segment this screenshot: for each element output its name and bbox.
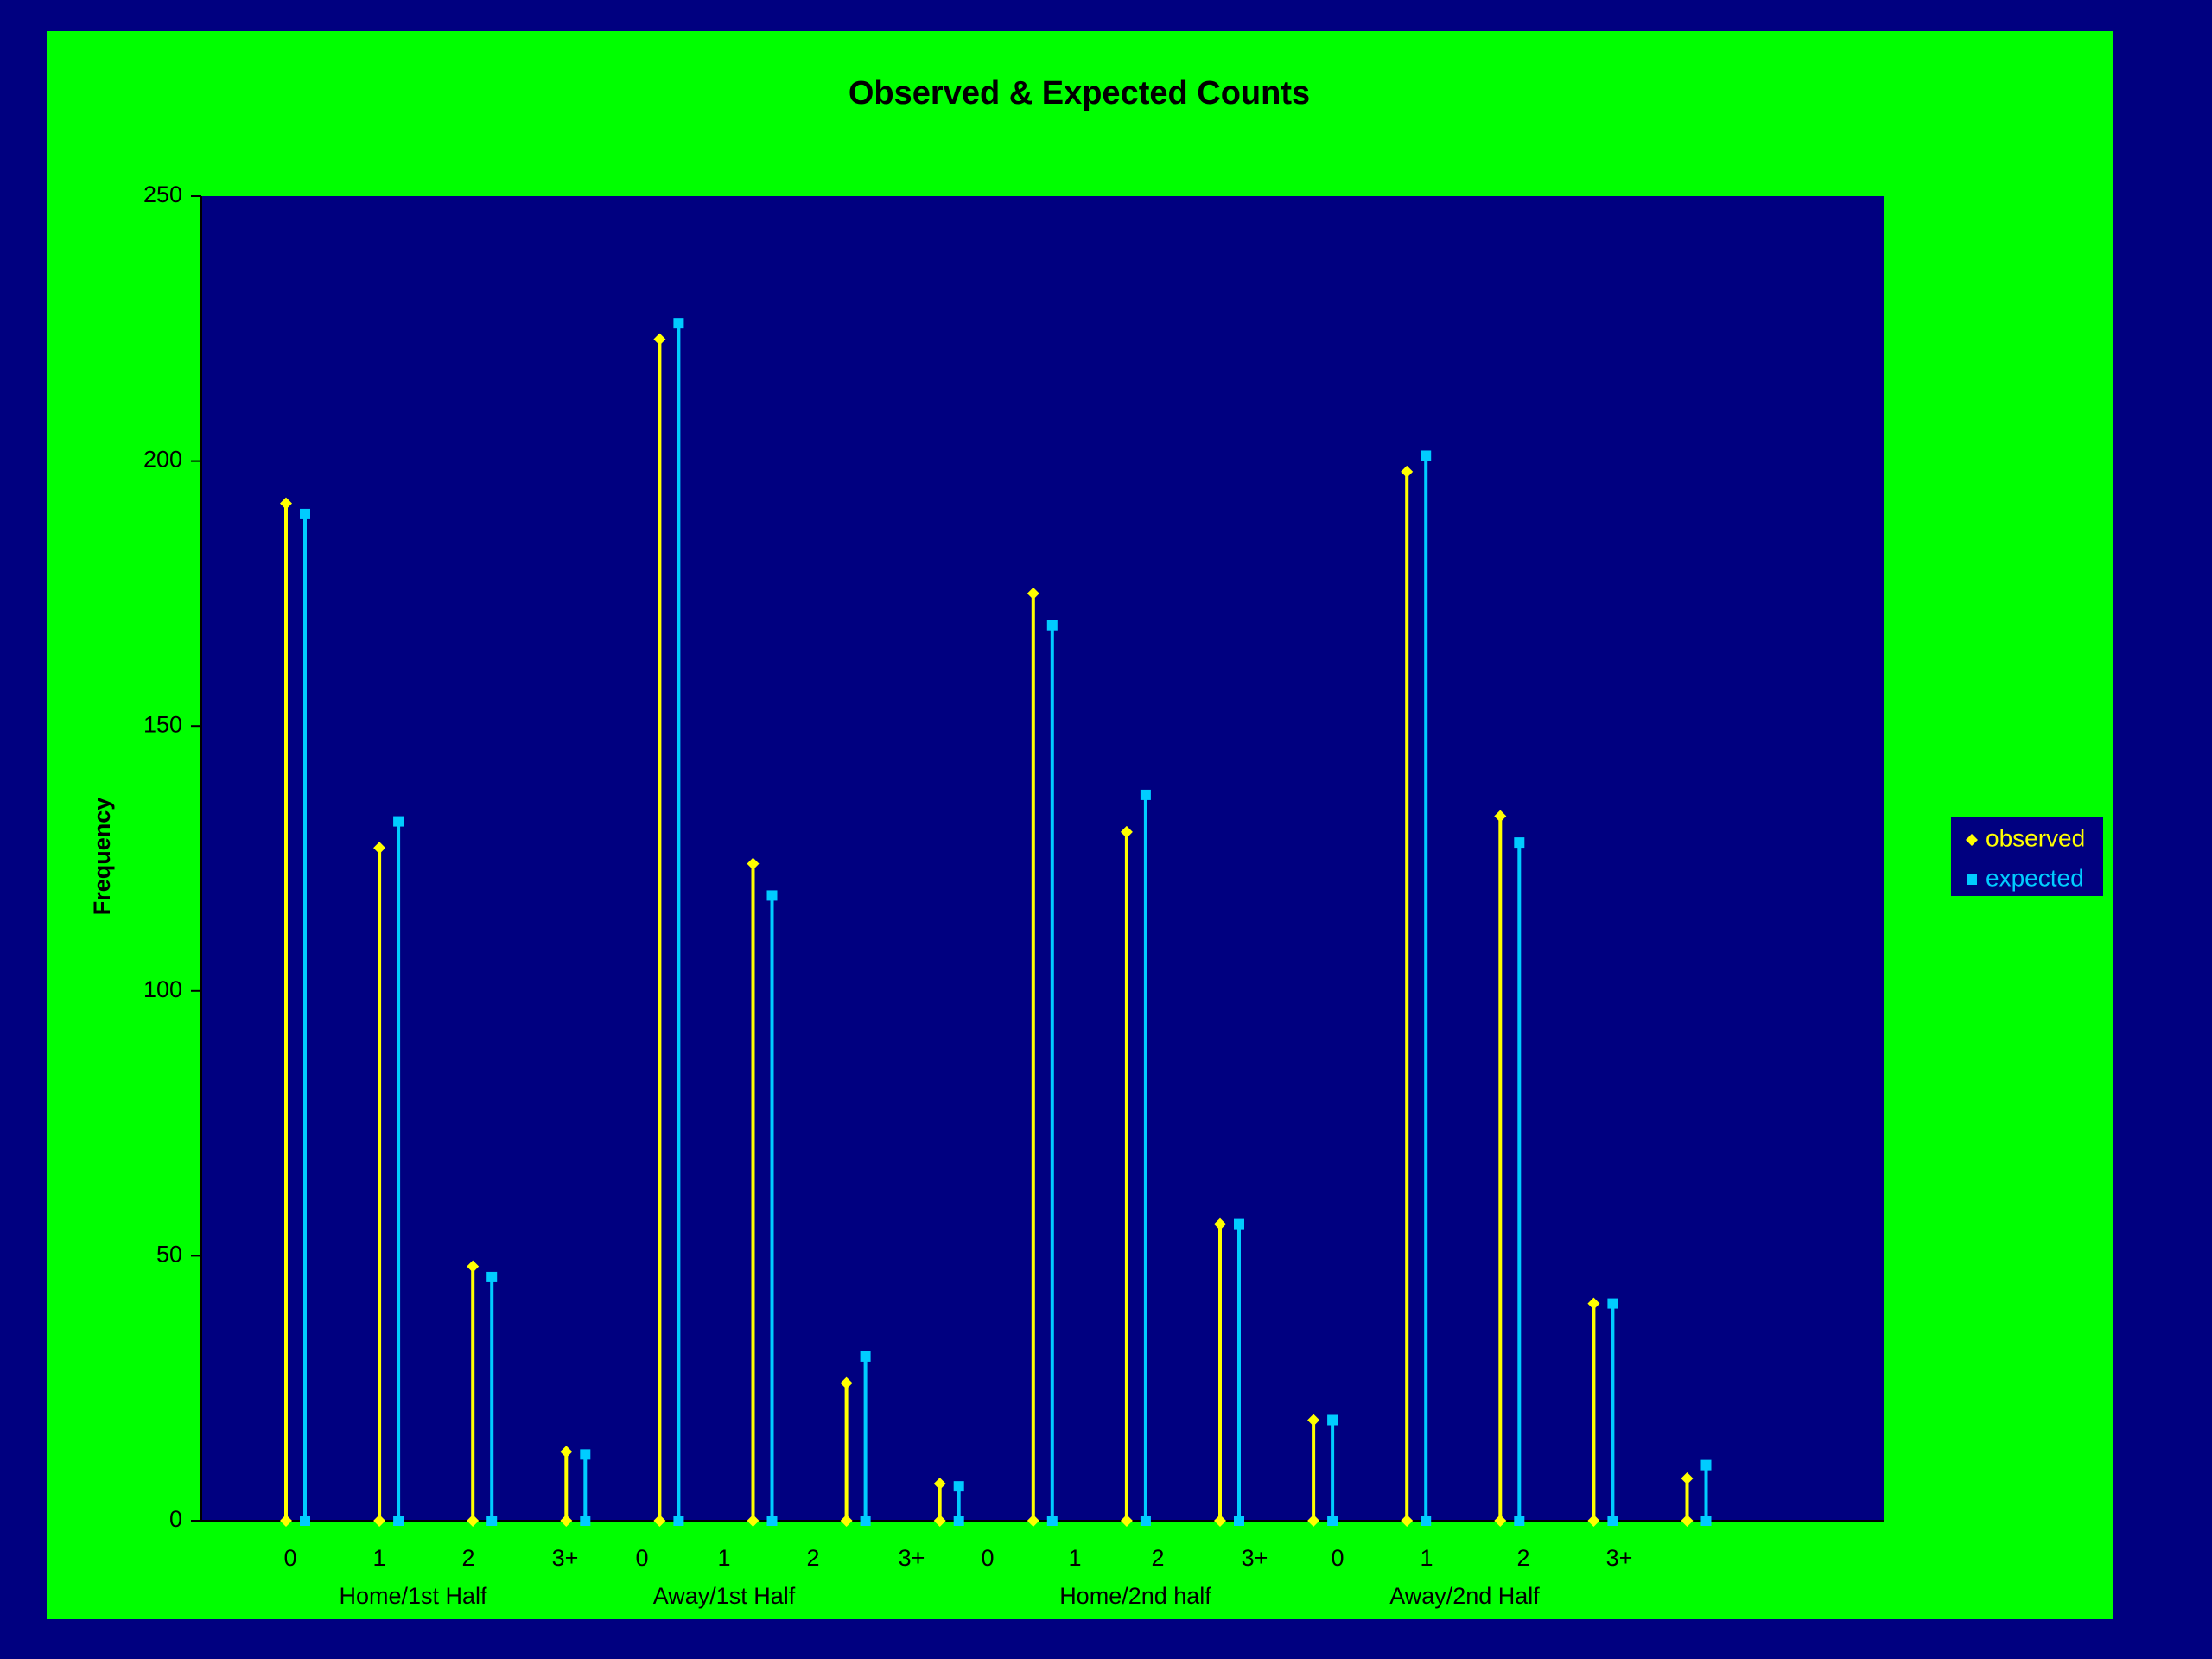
- stem-base: [1681, 1515, 1694, 1527]
- y-tick-label: 200: [143, 447, 182, 473]
- stem-marker: [1700, 1459, 1712, 1471]
- stem-marker: [747, 857, 760, 870]
- stem-base: [580, 1516, 591, 1526]
- group-label: Home/2nd half: [1059, 1583, 1211, 1609]
- stem-base: [673, 1516, 684, 1526]
- stem-marker: [580, 1449, 591, 1460]
- stem-marker: [1421, 450, 1432, 461]
- stem-marker: [933, 1478, 946, 1491]
- stem-base: [1327, 1516, 1338, 1526]
- x-tick-label: 2: [461, 1545, 474, 1571]
- x-tick-label: 3+: [1242, 1545, 1268, 1571]
- stem-base: [747, 1515, 760, 1527]
- stem-marker: [1027, 587, 1039, 600]
- group-label: Away/1st Half: [653, 1583, 796, 1609]
- x-tick-label: 1: [372, 1545, 385, 1571]
- stem-marker: [1607, 1298, 1618, 1309]
- stem-marker: [280, 497, 292, 510]
- stem-marker: [1214, 1217, 1226, 1230]
- stem-marker: [393, 816, 404, 827]
- x-tick-label: 2: [1516, 1545, 1529, 1571]
- stem-base: [766, 1516, 778, 1526]
- stem-base: [1587, 1515, 1600, 1527]
- legend-label: expected: [1986, 864, 2084, 891]
- stem-marker: [1046, 620, 1058, 631]
- stem-marker: [766, 890, 778, 901]
- stem-base: [486, 1516, 498, 1526]
- legend-label: observed: [1986, 824, 2085, 851]
- chart-title: Observed & Expected Counts: [849, 75, 1310, 111]
- x-tick-label: 0: [635, 1545, 648, 1571]
- stem-base: [467, 1515, 480, 1527]
- stem-marker: [373, 842, 386, 855]
- legend-marker: [1967, 874, 1977, 885]
- x-tick-label: 0: [283, 1545, 296, 1571]
- x-tick-label: 3+: [1606, 1545, 1633, 1571]
- y-tick-label: 0: [169, 1506, 182, 1532]
- stem-base: [1421, 1516, 1432, 1526]
- stem-base: [1514, 1516, 1525, 1526]
- group-label: Away/2nd Half: [1389, 1583, 1540, 1609]
- x-tick-label: 1: [717, 1545, 730, 1571]
- stem-base: [1234, 1516, 1244, 1526]
- stem-marker: [840, 1376, 853, 1389]
- stem-marker: [1307, 1414, 1320, 1427]
- stem-base: [1214, 1515, 1226, 1527]
- stem-base: [860, 1516, 871, 1526]
- stem-marker: [467, 1260, 480, 1273]
- stem-marker: [1587, 1297, 1600, 1310]
- stem-marker: [1681, 1471, 1694, 1484]
- y-tick-label: 250: [143, 181, 182, 207]
- stem-base: [1120, 1515, 1133, 1527]
- x-tick-label: 3+: [552, 1545, 579, 1571]
- group-label: Home/1st Half: [339, 1583, 487, 1609]
- stem-marker: [1234, 1218, 1244, 1230]
- stem-base: [1140, 1516, 1151, 1526]
- stem-base: [1607, 1516, 1618, 1526]
- legend-marker: [1966, 834, 1978, 846]
- stem-base: [393, 1516, 404, 1526]
- stem-base: [373, 1515, 386, 1527]
- y-axis-label: Frequency: [89, 798, 115, 916]
- stem-marker: [300, 508, 310, 519]
- stem-base: [953, 1516, 964, 1526]
- stem-base: [300, 1516, 310, 1526]
- stem-base: [653, 1515, 666, 1527]
- x-tick-label: 0: [1331, 1545, 1344, 1571]
- stem-base: [1494, 1515, 1507, 1527]
- stem-base: [1307, 1515, 1320, 1527]
- x-tick-label: 2: [806, 1545, 819, 1571]
- y-tick-label: 150: [143, 711, 182, 737]
- x-tick-label: 0: [981, 1545, 994, 1571]
- stem-base: [560, 1515, 573, 1527]
- stem-marker: [1120, 825, 1133, 838]
- stem-marker: [1140, 789, 1151, 800]
- stem-marker: [1401, 465, 1414, 478]
- stem-marker: [953, 1481, 964, 1492]
- stem-marker: [1514, 837, 1525, 849]
- stem-marker: [1327, 1414, 1338, 1426]
- stem-base: [1401, 1515, 1414, 1527]
- x-tick-label: 3+: [899, 1545, 925, 1571]
- stem-base: [933, 1515, 946, 1527]
- stem-base: [1700, 1516, 1712, 1526]
- y-tick-label: 100: [143, 976, 182, 1002]
- x-tick-label: 1: [1420, 1545, 1433, 1571]
- stem-base: [840, 1515, 853, 1527]
- plot-area: [201, 196, 1884, 1521]
- stem-marker: [653, 333, 666, 346]
- stem-marker: [1494, 810, 1507, 823]
- stem-marker: [860, 1351, 871, 1362]
- y-tick-label: 50: [156, 1242, 182, 1268]
- stem-marker: [560, 1446, 573, 1459]
- stem-base: [1027, 1515, 1039, 1527]
- x-tick-label: 1: [1068, 1545, 1081, 1571]
- x-tick-label: 2: [1151, 1545, 1164, 1571]
- stem-base: [280, 1515, 292, 1527]
- stem-marker: [486, 1271, 498, 1282]
- stem-base: [1046, 1516, 1058, 1526]
- stem-marker: [673, 318, 684, 329]
